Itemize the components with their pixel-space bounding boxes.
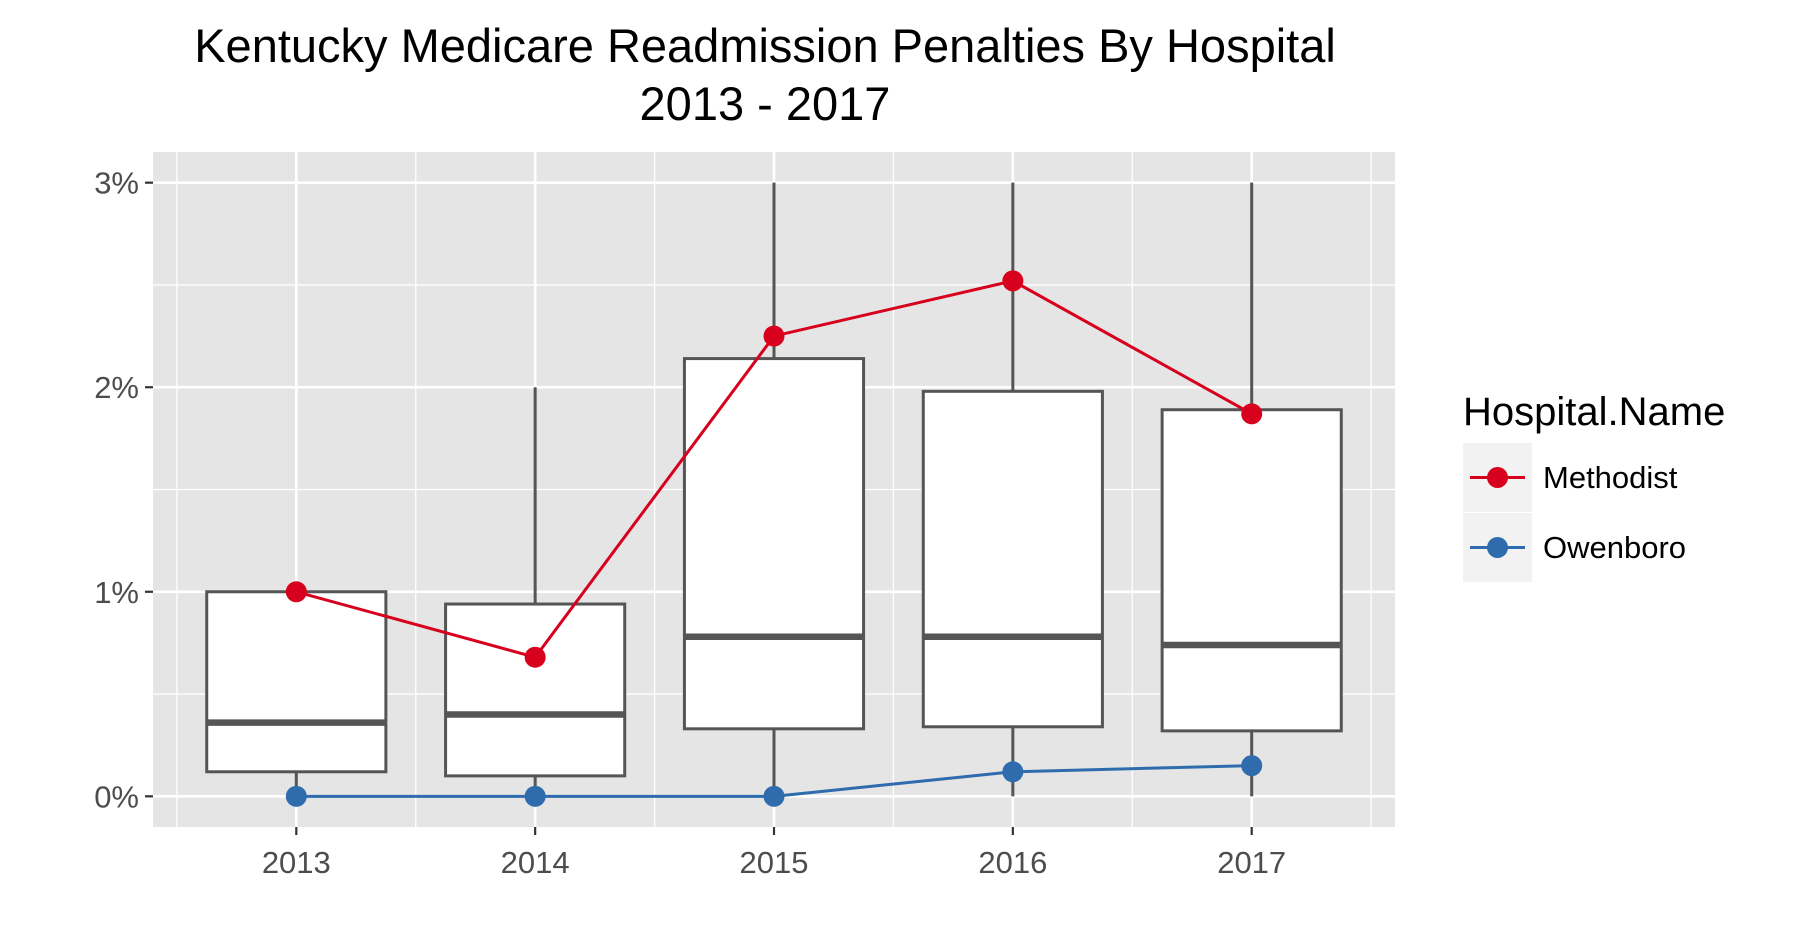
box-2014 xyxy=(444,387,627,797)
data-point-methodist xyxy=(1002,270,1024,292)
legend-item-owenboro: Owenboro xyxy=(1463,513,1686,582)
x-tick-label: 2016 xyxy=(978,845,1047,880)
box-body xyxy=(205,590,388,774)
data-point-owenboro xyxy=(524,785,546,807)
box-2015 xyxy=(682,182,866,797)
legend-item-methodist: Methodist xyxy=(1463,443,1678,512)
x-tick-label: 2014 xyxy=(501,845,570,880)
data-point-owenboro xyxy=(285,785,307,807)
data-point-methodist xyxy=(763,325,785,347)
series-owenboro xyxy=(285,755,1263,807)
legend-key-marker xyxy=(1487,537,1508,558)
data-point-owenboro xyxy=(1241,755,1263,777)
x-tick-label: 2013 xyxy=(262,845,331,880)
x-tick-label: 2015 xyxy=(740,845,809,880)
series-lines xyxy=(285,270,1263,807)
legend-title: Hospital.Name xyxy=(1463,390,1725,434)
legend: Hospital.Name Methodist Owenboro xyxy=(1463,390,1725,582)
y-tick-label: 1% xyxy=(94,575,139,610)
chart-subtitle: 2013 - 2017 xyxy=(640,77,891,130)
series-methodist xyxy=(285,270,1263,668)
box-body xyxy=(1160,408,1343,733)
axes: 0% 1% 2% 3% 2013 2014 2015 2016 2017 xyxy=(94,166,1286,880)
data-point-methodist xyxy=(524,646,546,668)
legend-label: Owenboro xyxy=(1543,530,1686,565)
box-2016 xyxy=(921,182,1104,797)
chart-title: Kentucky Medicare Readmission Penalties … xyxy=(194,19,1336,72)
box-2017 xyxy=(1160,182,1343,797)
data-point-owenboro xyxy=(763,785,785,807)
box-body xyxy=(444,602,627,778)
data-point-owenboro xyxy=(1002,761,1024,783)
data-point-methodist xyxy=(285,581,307,603)
y-tick-label: 0% xyxy=(94,779,139,814)
data-point-methodist xyxy=(1241,403,1263,425)
box-body xyxy=(921,389,1104,729)
y-tick-label: 2% xyxy=(94,370,139,405)
legend-key-marker xyxy=(1487,467,1508,488)
y-tick-label: 3% xyxy=(94,166,139,201)
x-tick-label: 2017 xyxy=(1217,845,1286,880)
box-2013 xyxy=(205,590,388,797)
box-body xyxy=(682,357,866,731)
legend-label: Methodist xyxy=(1543,460,1678,495)
box-plots xyxy=(205,182,1343,797)
